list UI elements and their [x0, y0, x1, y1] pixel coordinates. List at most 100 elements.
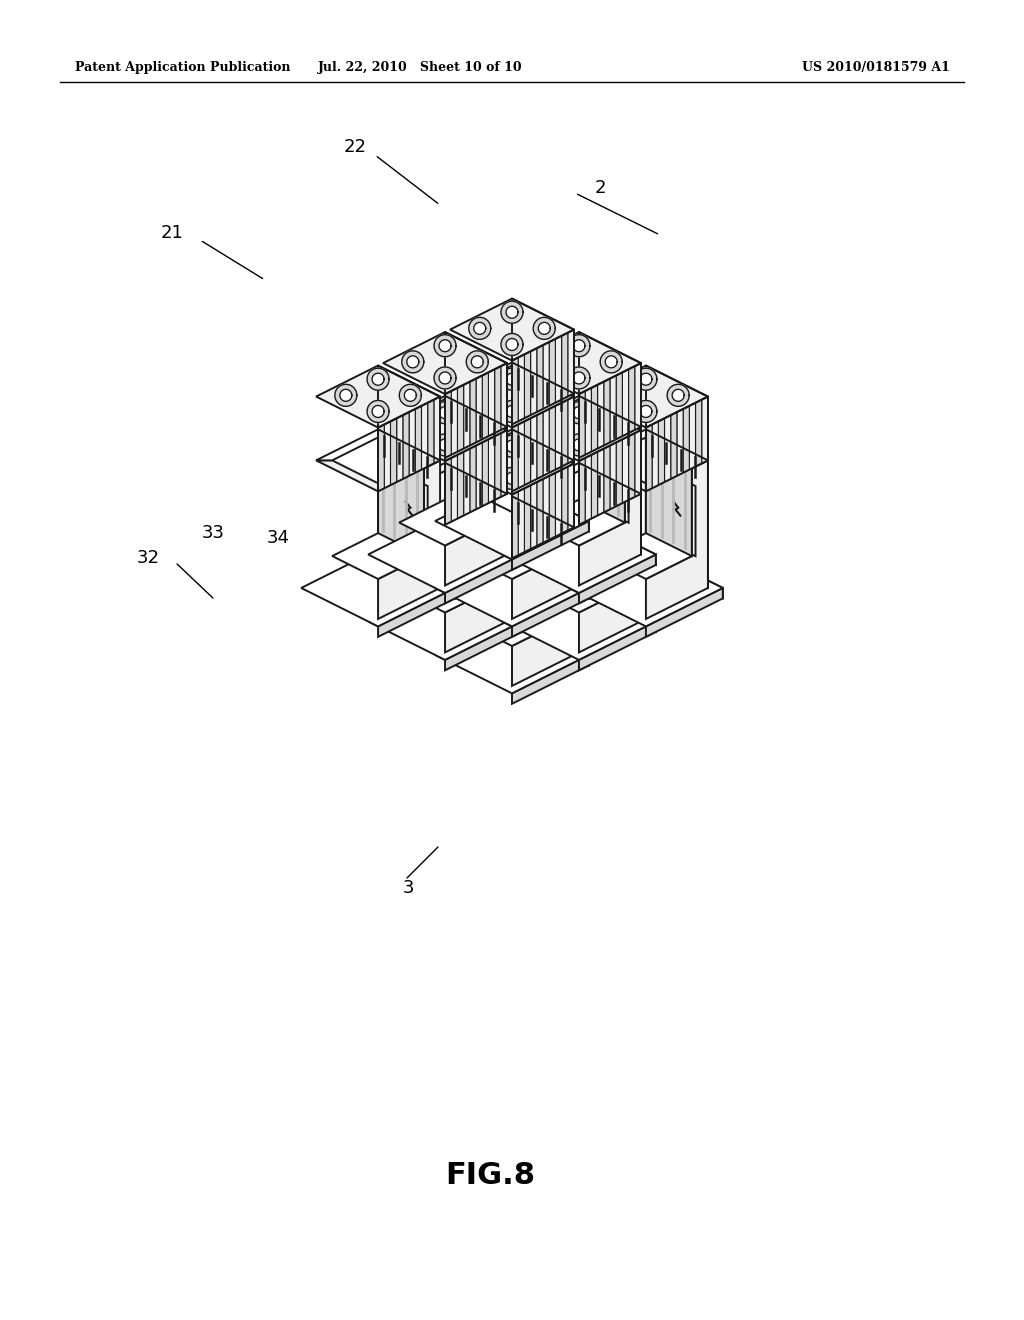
Polygon shape	[573, 440, 585, 451]
Polygon shape	[450, 429, 512, 461]
Polygon shape	[665, 375, 671, 442]
Polygon shape	[605, 422, 617, 434]
Polygon shape	[495, 433, 501, 500]
Text: 22: 22	[343, 139, 367, 156]
Polygon shape	[495, 424, 501, 491]
Polygon shape	[695, 391, 701, 457]
Polygon shape	[536, 351, 558, 372]
Polygon shape	[434, 401, 456, 424]
Polygon shape	[623, 421, 629, 487]
Polygon shape	[399, 566, 490, 612]
Polygon shape	[579, 494, 641, 652]
Polygon shape	[439, 440, 451, 451]
Polygon shape	[476, 442, 482, 510]
Polygon shape	[445, 426, 507, 586]
Polygon shape	[502, 516, 655, 593]
Polygon shape	[579, 458, 585, 525]
Polygon shape	[409, 409, 416, 477]
Polygon shape	[512, 393, 558, 512]
Polygon shape	[607, 389, 620, 401]
Polygon shape	[592, 338, 598, 405]
Polygon shape	[579, 463, 641, 622]
Polygon shape	[476, 375, 482, 442]
Polygon shape	[512, 527, 574, 558]
Polygon shape	[530, 308, 537, 375]
Polygon shape	[573, 372, 585, 384]
Polygon shape	[549, 317, 555, 384]
Polygon shape	[378, 461, 424, 579]
Polygon shape	[635, 360, 641, 426]
Polygon shape	[517, 494, 579, 525]
Polygon shape	[579, 396, 641, 554]
Polygon shape	[543, 447, 549, 515]
Polygon shape	[534, 500, 625, 545]
Polygon shape	[646, 549, 723, 598]
Polygon shape	[506, 338, 518, 351]
Polygon shape	[512, 363, 574, 393]
Polygon shape	[469, 451, 490, 474]
Polygon shape	[524, 372, 530, 438]
Polygon shape	[579, 494, 641, 525]
Polygon shape	[372, 374, 384, 385]
Polygon shape	[464, 381, 470, 449]
Polygon shape	[610, 414, 616, 482]
Polygon shape	[512, 425, 518, 491]
Polygon shape	[482, 417, 488, 484]
Polygon shape	[445, 404, 490, 523]
Polygon shape	[445, 396, 507, 554]
Polygon shape	[450, 393, 512, 425]
Polygon shape	[555, 470, 561, 537]
Polygon shape	[445, 426, 490, 545]
Polygon shape	[541, 356, 553, 368]
Polygon shape	[524, 305, 530, 372]
Polygon shape	[668, 384, 689, 407]
Polygon shape	[469, 317, 490, 339]
Polygon shape	[471, 422, 483, 434]
Polygon shape	[450, 366, 574, 428]
Polygon shape	[399, 500, 490, 545]
Polygon shape	[585, 335, 592, 403]
Polygon shape	[501, 426, 507, 494]
Polygon shape	[635, 430, 641, 496]
Polygon shape	[404, 389, 417, 401]
Polygon shape	[555, 454, 561, 521]
Polygon shape	[530, 416, 537, 482]
Polygon shape	[450, 461, 512, 491]
Polygon shape	[445, 399, 452, 466]
Polygon shape	[445, 426, 507, 458]
Polygon shape	[635, 363, 641, 430]
Polygon shape	[600, 418, 623, 440]
Polygon shape	[672, 389, 684, 401]
Polygon shape	[695, 400, 701, 466]
Polygon shape	[518, 421, 524, 488]
Polygon shape	[524, 351, 530, 418]
Polygon shape	[470, 446, 476, 512]
Polygon shape	[573, 407, 585, 418]
Polygon shape	[592, 385, 598, 451]
Polygon shape	[579, 399, 585, 466]
Polygon shape	[677, 381, 683, 447]
Polygon shape	[512, 461, 574, 491]
Polygon shape	[537, 312, 543, 378]
Polygon shape	[506, 374, 518, 385]
Polygon shape	[518, 368, 524, 436]
Polygon shape	[537, 479, 543, 546]
Polygon shape	[603, 384, 625, 407]
Polygon shape	[629, 366, 635, 433]
Polygon shape	[439, 407, 451, 418]
Polygon shape	[482, 440, 488, 507]
Polygon shape	[445, 471, 490, 590]
Polygon shape	[512, 298, 518, 366]
Polygon shape	[517, 333, 641, 395]
Polygon shape	[646, 429, 708, 461]
Polygon shape	[445, 554, 522, 603]
Polygon shape	[434, 393, 440, 461]
Polygon shape	[434, 396, 440, 463]
Polygon shape	[568, 335, 590, 356]
Polygon shape	[383, 463, 445, 494]
Polygon shape	[534, 317, 555, 339]
Polygon shape	[530, 442, 537, 508]
Polygon shape	[579, 554, 655, 603]
Polygon shape	[584, 366, 708, 428]
Polygon shape	[610, 442, 616, 510]
